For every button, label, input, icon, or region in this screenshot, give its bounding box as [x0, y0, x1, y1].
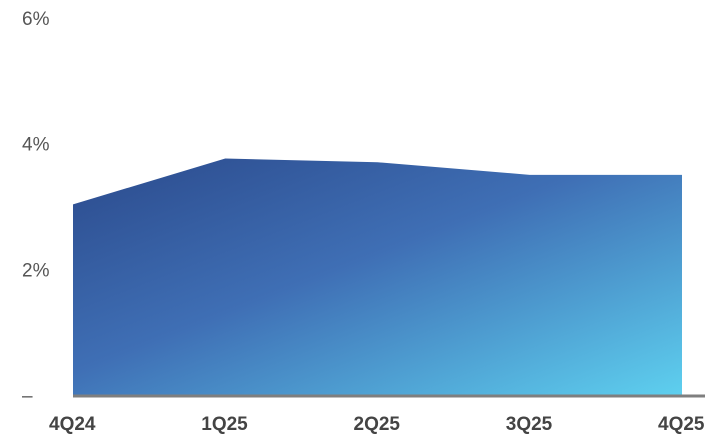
y-tick-label: 6% — [22, 9, 50, 30]
x-tick-label: 3Q25 — [506, 414, 553, 435]
y-tick-label: 2% — [22, 260, 50, 281]
area-series — [73, 158, 682, 396]
y-tick-label: 4% — [22, 135, 50, 156]
plot-area — [73, 158, 705, 398]
y-axis: 6% 4% 2% – — [22, 9, 50, 407]
x-tick-label: 1Q25 — [201, 414, 248, 435]
x-tick-label: 4Q25 — [658, 414, 705, 435]
y-tick-label: – — [22, 386, 33, 407]
x-tick-label: 4Q24 — [49, 414, 96, 435]
x-axis: 4Q24 1Q25 2Q25 3Q25 4Q25 — [49, 414, 705, 435]
x-tick-label: 2Q25 — [354, 414, 401, 435]
